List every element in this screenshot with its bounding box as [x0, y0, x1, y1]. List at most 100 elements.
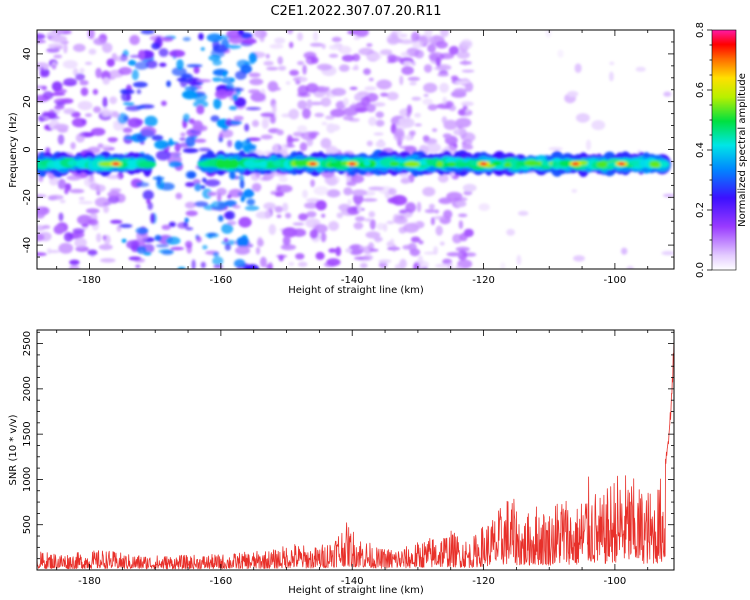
noise-blob — [194, 138, 207, 143]
noise-blob — [97, 143, 104, 148]
noise-blob — [63, 78, 77, 87]
noise-blob — [196, 105, 205, 115]
noise-blob — [314, 224, 328, 234]
noise-blob — [135, 105, 145, 110]
noise-blob — [106, 174, 121, 180]
noise-blob — [343, 187, 353, 196]
noise-blob — [161, 100, 167, 107]
noise-blob — [185, 240, 193, 249]
noise-blob — [423, 251, 437, 255]
noise-blob — [355, 107, 368, 113]
noise-blob — [240, 195, 245, 203]
noise-blob — [194, 201, 209, 207]
noise-blob — [128, 59, 136, 66]
noise-blob — [378, 259, 392, 264]
noise-blob — [169, 49, 186, 58]
noise-blob — [185, 210, 198, 217]
band-core — [328, 161, 343, 168]
noise-blob — [191, 259, 196, 269]
noise-blob — [286, 134, 293, 143]
noise-blob — [85, 113, 92, 117]
noise-blob — [138, 49, 145, 60]
noise-blob — [145, 60, 158, 69]
noise-blob — [177, 266, 186, 269]
noise-blob — [663, 91, 672, 97]
noise-blob — [328, 221, 339, 231]
figure-title: C2E1.2022.307.07.20.R11 — [270, 4, 441, 19]
noise-blob — [355, 216, 365, 222]
noise-blob — [128, 256, 142, 261]
noise-blob — [80, 87, 89, 96]
noise-blob — [216, 187, 227, 196]
noise-blob — [368, 116, 377, 126]
noise-blob — [253, 30, 267, 39]
noise-blob — [342, 115, 354, 121]
noise-blob — [147, 201, 153, 211]
band-hotspot — [480, 162, 488, 166]
noise-blob — [69, 259, 80, 266]
noise-blob — [213, 98, 222, 110]
noise-blob — [185, 227, 194, 231]
noise-blob — [129, 54, 141, 58]
noise-blob — [48, 194, 64, 200]
noise-blob — [142, 190, 154, 200]
noise-blob — [352, 53, 361, 62]
noise-blob — [335, 246, 342, 257]
noise-blob — [223, 237, 229, 243]
noise-blob — [460, 39, 473, 50]
noise-blob — [166, 80, 172, 88]
band-core — [596, 161, 608, 168]
noise-blob — [41, 112, 58, 118]
noise-blob — [379, 49, 393, 56]
noise-blob — [359, 262, 368, 269]
noise-blob — [436, 64, 452, 71]
band-core — [491, 161, 502, 166]
band-core — [469, 159, 482, 167]
noise-blob — [263, 202, 276, 210]
noise-blob — [312, 31, 319, 42]
noise-blob — [59, 199, 66, 204]
noise-blob — [418, 240, 424, 245]
noise-blob — [409, 81, 417, 86]
noise-blob — [156, 175, 162, 186]
noise-blob — [210, 200, 227, 211]
noise-blob — [372, 102, 386, 107]
noise-blob — [119, 223, 133, 228]
noise-blob — [366, 103, 376, 113]
noise-blob — [310, 179, 315, 188]
noise-blob — [200, 47, 205, 51]
noise-blob — [361, 198, 378, 202]
noise-blob — [251, 183, 262, 192]
noise-blob — [144, 115, 158, 127]
colorbar: 0.0 0.2 0.4 0.6 0.8 Normalized spectral ampl… — [695, 22, 748, 278]
band-core — [649, 161, 660, 166]
noise-blob — [288, 108, 300, 120]
noise-blob — [376, 222, 385, 231]
noise-blob — [81, 223, 89, 228]
noise-blob — [462, 104, 468, 111]
y-tick-label: -40 — [22, 237, 33, 253]
noise-blob — [423, 64, 433, 73]
noise-blob — [282, 202, 289, 212]
noise-blob — [158, 48, 169, 57]
noise-blob — [328, 53, 339, 58]
noise-blob — [304, 202, 319, 209]
noise-blob — [227, 139, 233, 148]
noise-blob — [75, 73, 85, 81]
noise-blob — [229, 171, 236, 180]
noise-blob — [53, 105, 65, 110]
noise-blob — [438, 197, 453, 205]
noise-blob — [387, 54, 397, 61]
noise-blob — [591, 120, 606, 131]
noise-blob — [166, 236, 181, 245]
noise-blob — [297, 85, 309, 96]
y-tick-label: 1500 — [22, 421, 33, 446]
noise-blob — [46, 32, 59, 36]
noise-blob — [386, 60, 396, 64]
noise-blob — [196, 79, 212, 83]
noise-blob — [155, 36, 162, 47]
noise-blob — [244, 123, 250, 132]
noise-blob — [93, 106, 102, 113]
noise-blob — [366, 52, 383, 61]
noise-blob — [315, 251, 325, 260]
